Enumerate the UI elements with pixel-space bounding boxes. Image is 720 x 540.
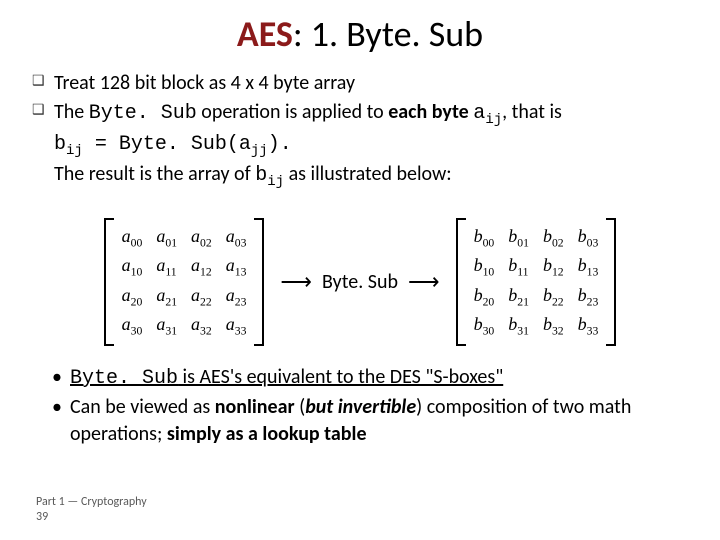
matrix-a: a00 a01 a02 a03 a10 a11 a12 a13 a20 a21 a22 a23 a30 a…: [104, 218, 265, 346]
bracket-right: [606, 218, 616, 346]
matrix-cell: a01: [156, 226, 177, 250]
matrix-cell: a10: [122, 255, 143, 279]
top-bullet-list: Treat 128 bit block as 4 x 4 byte array …: [32, 70, 692, 192]
title-rest: : 1. Byte. Sub: [293, 12, 483, 56]
arrow-op-label: Byte. Sub: [322, 270, 398, 294]
matrix-cell: b31: [508, 314, 529, 338]
matrix-cell: b03: [578, 226, 599, 250]
bytesub-diagram: a00 a01 a02 a03 a10 a11 a12 a13 a20 a21 a22 a23 a30 a…: [28, 218, 692, 346]
matrix-a-grid: a00 a01 a02 a03 a10 a11 a12 a13 a20 a21 a22 a23 a30 a…: [114, 218, 255, 346]
arrow-operation: ⟶ Byte. Sub ⟶: [280, 269, 439, 295]
matrix-cell: b32: [543, 314, 564, 338]
matrix-cell: a03: [226, 226, 247, 250]
title-aes: AES: [237, 12, 293, 56]
bracket-left: [104, 218, 114, 346]
matrix-cell: a31: [156, 314, 177, 338]
matrix-cell: b11: [508, 255, 529, 279]
matrix-cell: b02: [543, 226, 564, 250]
matrix-cell: a30: [122, 314, 143, 338]
bracket-left: [456, 218, 466, 346]
matrix-cell: b23: [578, 285, 599, 309]
matrix-cell: b12: [543, 255, 564, 279]
arrow-icon: ⟶: [408, 269, 440, 295]
footer-part: Part 1 — Cryptography: [36, 495, 147, 509]
bottom-bullet-1: Byte. Sub is AES's equivalent to the DES…: [52, 364, 692, 392]
slide-title: AES: 1. Byte. Sub: [28, 12, 692, 56]
matrix-cell: a12: [191, 255, 212, 279]
matrix-cell: a20: [122, 285, 143, 309]
matrix-cell: a22: [191, 285, 212, 309]
matrix-cell: a32: [191, 314, 212, 338]
matrix-cell: b33: [578, 314, 599, 338]
matrix-cell: a11: [156, 255, 177, 279]
matrix-cell: b10: [474, 255, 495, 279]
matrix-b: b00 b01 b02 b03 b10 b11 b12 b13 b20 b21 b22 b23 b30 b…: [456, 218, 617, 346]
slide-footer: Part 1 — Cryptography 39: [36, 495, 147, 524]
matrix-cell: a23: [226, 285, 247, 309]
matrix-cell: a02: [191, 226, 212, 250]
footer-page: 39: [36, 510, 147, 524]
matrix-cell: b22: [543, 285, 564, 309]
bottom-bullet-2: Can be viewed as nonlinear (but invertib…: [52, 394, 692, 448]
matrix-cell: a00: [122, 226, 143, 250]
bottom-bullet-list: Byte. Sub is AES's equivalent to the DES…: [52, 364, 692, 448]
matrix-cell: b20: [474, 285, 495, 309]
matrix-cell: b00: [474, 226, 495, 250]
bullet-1: Treat 128 bit block as 4 x 4 byte array: [32, 70, 692, 97]
matrix-b-grid: b00 b01 b02 b03 b10 b11 b12 b13 b20 b21 b22 b23 b30 b…: [466, 218, 607, 346]
matrix-cell: b01: [508, 226, 529, 250]
slide: AES: 1. Byte. Sub Treat 128 bit block as…: [0, 0, 720, 540]
arrow-icon: ⟶: [280, 269, 312, 295]
matrix-cell: b13: [578, 255, 599, 279]
matrix-cell: b30: [474, 314, 495, 338]
matrix-cell: b21: [508, 285, 529, 309]
bullet-1-text: Treat 128 bit block as 4 x 4 byte array: [54, 71, 355, 95]
bracket-right: [254, 218, 264, 346]
op-name: Byte. Sub: [89, 102, 197, 125]
matrix-cell: a13: [226, 255, 247, 279]
matrix-cell: a21: [156, 285, 177, 309]
bullet-2: The Byte. Sub operation is applied to ea…: [32, 99, 692, 192]
matrix-cell: a33: [226, 314, 247, 338]
